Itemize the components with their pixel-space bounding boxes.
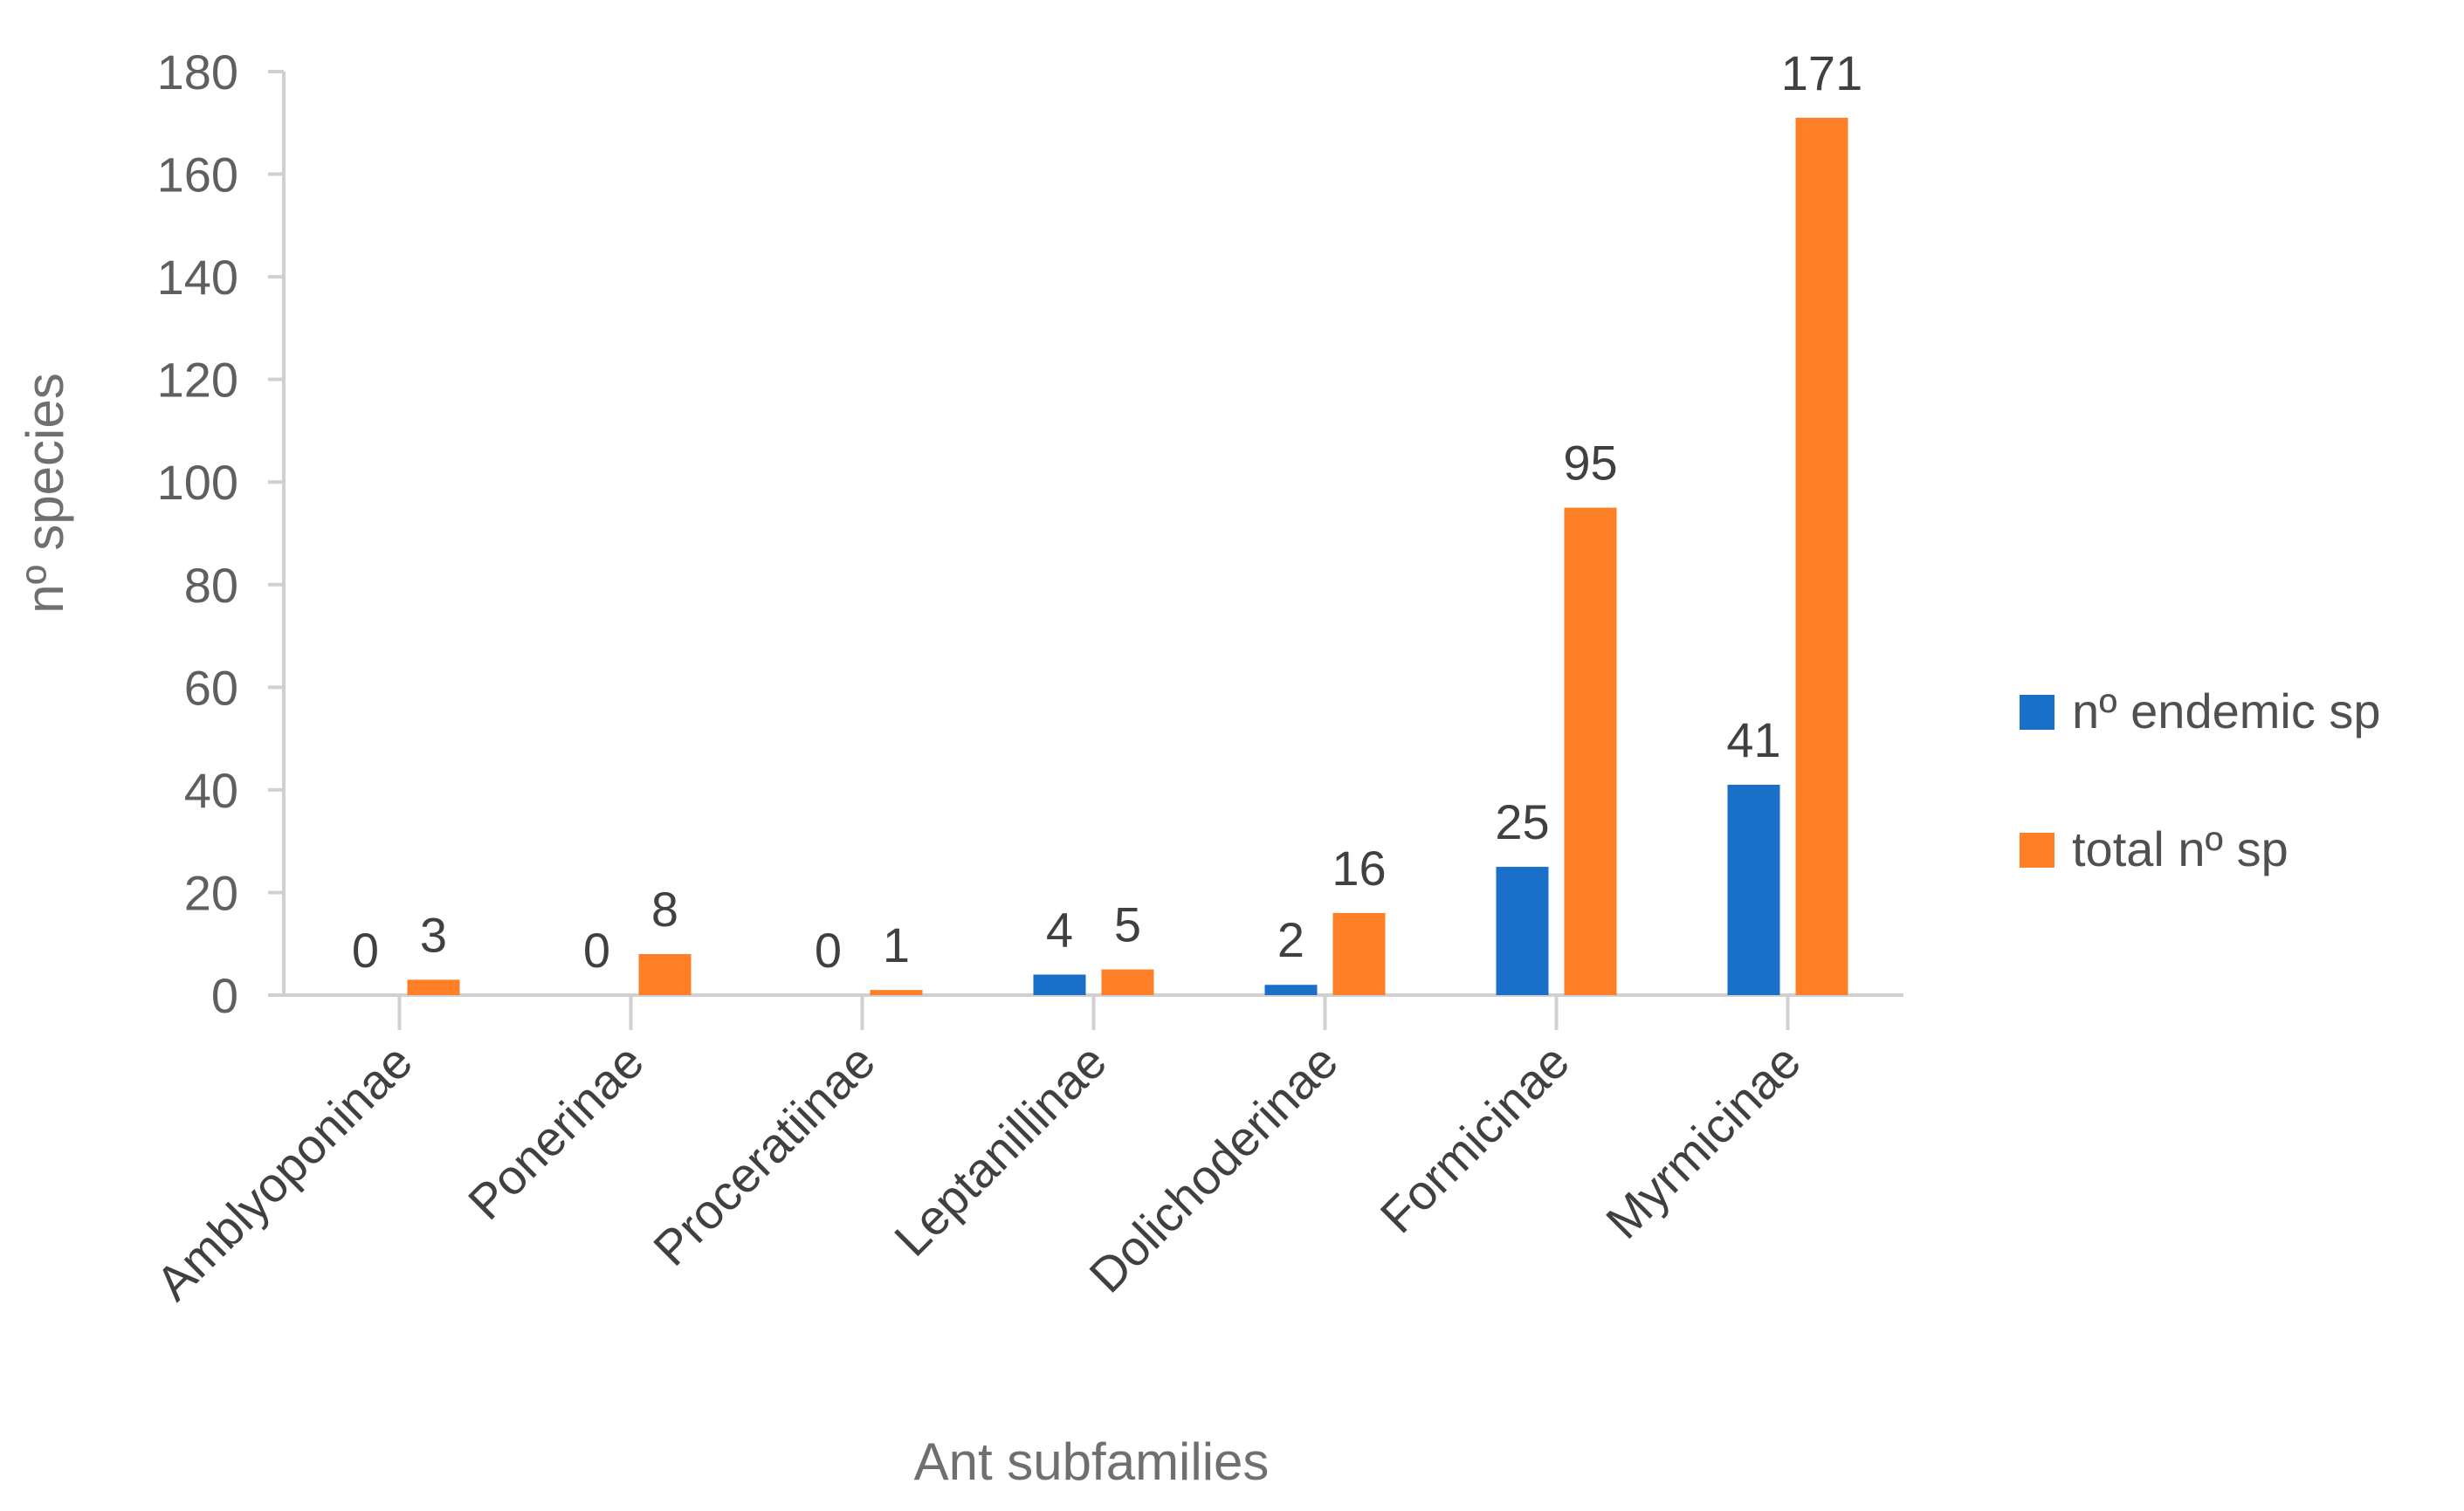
category-label: Proceratiinae — [643, 1034, 885, 1276]
category-label: Dolichoderinae — [1078, 1034, 1348, 1303]
x-axis-title: Ant subfamilies — [914, 1432, 1270, 1491]
bars — [407, 117, 1848, 995]
endemic-value-label: 41 — [1726, 712, 1780, 767]
y-tick-label: 0 — [211, 968, 238, 1023]
total-bar — [870, 990, 923, 995]
category-label: Amblyoponinae — [145, 1034, 423, 1311]
total-bar — [1101, 969, 1154, 995]
y-tick-label: 60 — [184, 660, 238, 715]
endemic-legend-label: nº endemic sp — [2072, 683, 2381, 738]
total-value-label: 1 — [883, 917, 910, 972]
total-value-label: 95 — [1563, 436, 1617, 491]
endemic-bar — [1496, 867, 1549, 995]
total-bar — [407, 979, 460, 995]
category-label: Ponerinae — [458, 1034, 654, 1230]
y-tick-label: 180 — [157, 45, 238, 100]
y-tick-label: 160 — [157, 148, 238, 203]
category-label: Myrmicinae — [1595, 1034, 1811, 1249]
endemic-value-label: 4 — [1046, 902, 1073, 957]
total-value-label: 5 — [1114, 897, 1141, 952]
endemic-bar — [1264, 985, 1318, 995]
category-labels: Amblyoponinae PonerinaeProceratiinaeLepta… — [145, 1034, 1811, 1311]
y-tick-label: 140 — [157, 250, 238, 305]
category-label: Formicinae — [1370, 1034, 1580, 1243]
total-bar — [1564, 507, 1617, 995]
endemic-value-label: 2 — [1277, 912, 1304, 967]
y-tick-label: 100 — [157, 455, 238, 510]
x-axis — [284, 993, 1903, 1030]
total-bar — [1795, 117, 1848, 995]
endemic-bar — [1727, 785, 1780, 995]
endemic-value-label: 25 — [1495, 794, 1549, 849]
data-labels: 0 0 0 4 2 25 41 3 8 1 5 16 95 171 — [352, 45, 1862, 978]
endemic-value-label: 0 — [352, 923, 379, 978]
total-value-label: 8 — [651, 882, 678, 937]
y-tick-label: 120 — [157, 353, 238, 408]
legend: nº endemic sp total nº sp — [2020, 683, 2381, 876]
total-value-label: 16 — [1332, 841, 1386, 896]
total-legend-swatch — [2020, 833, 2054, 868]
total-bar — [638, 953, 692, 995]
endemic-value-label: 0 — [583, 923, 610, 978]
endemic-value-label: 0 — [815, 923, 842, 978]
y-axis-title: nº species — [16, 373, 74, 613]
total-bar — [1332, 912, 1386, 995]
y-tick-label: 40 — [184, 763, 238, 818]
endemic-legend-swatch — [2020, 695, 2054, 730]
y-tick-label: 20 — [184, 865, 238, 920]
y-axis: 0 20 40 60 80 100 120 140 160 180 — [157, 45, 286, 1023]
total-value-label: 3 — [420, 907, 447, 962]
category-label: Leptanillinae — [884, 1034, 1117, 1267]
endemic-bar — [1033, 974, 1086, 995]
total-legend-label: total nº sp — [2072, 821, 2288, 876]
total-value-label: 171 — [1781, 45, 1862, 100]
y-tick-label: 80 — [184, 558, 238, 613]
